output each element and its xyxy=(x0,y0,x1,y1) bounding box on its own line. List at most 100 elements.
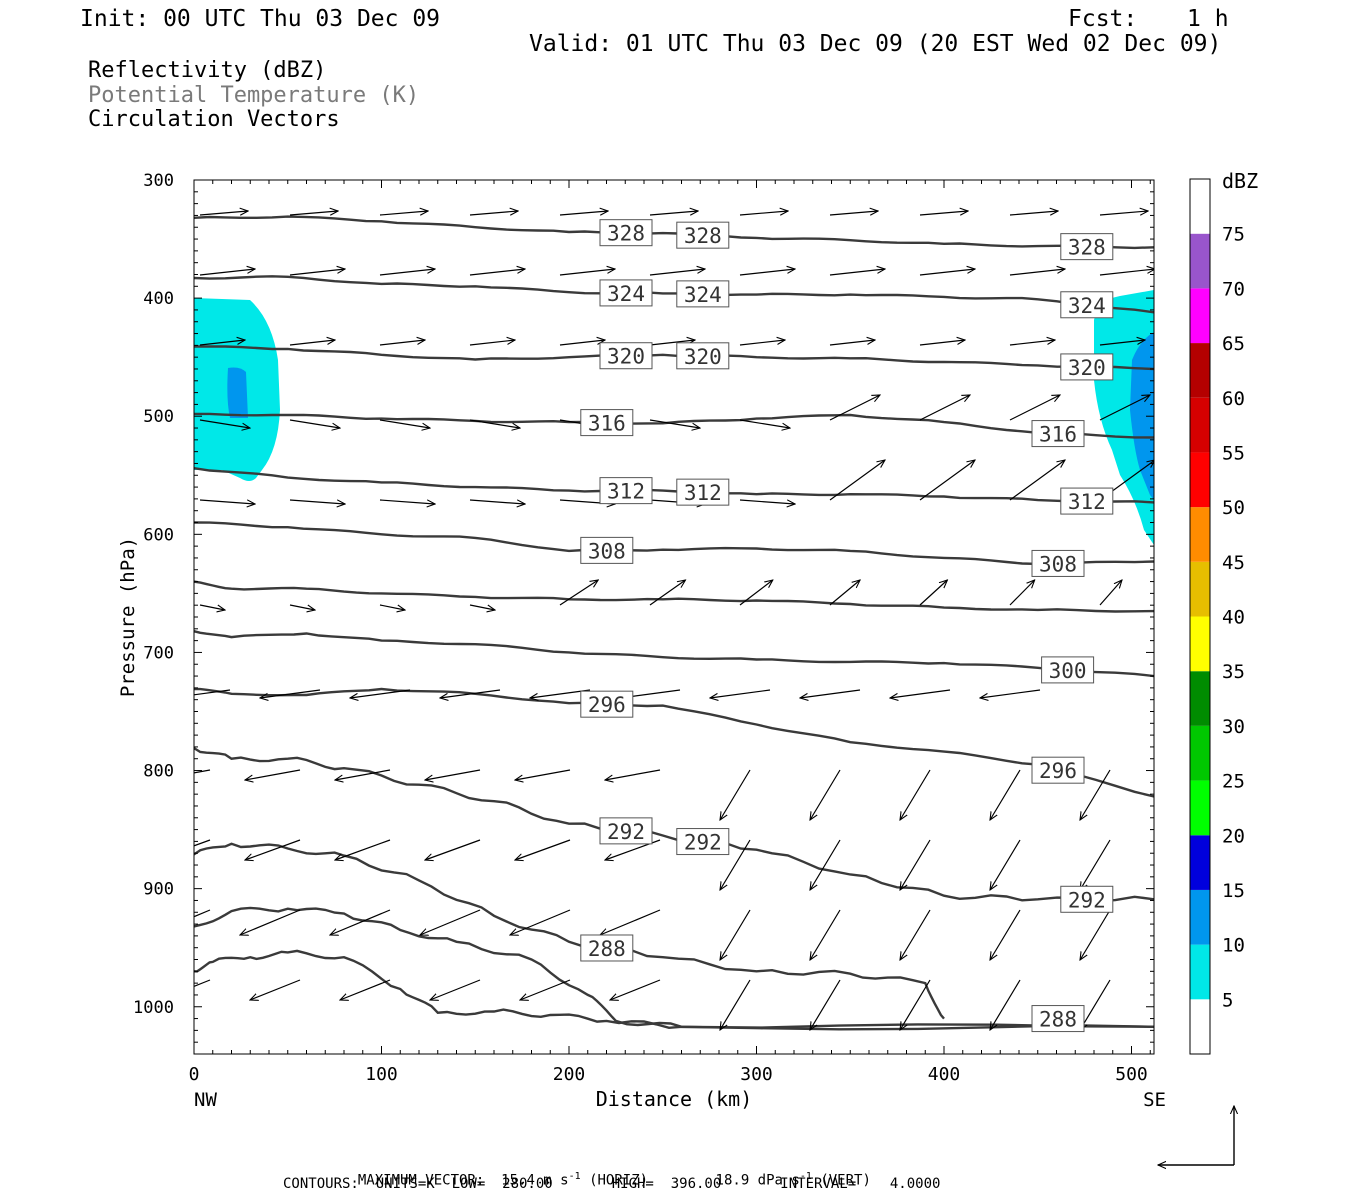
plot-frame xyxy=(193,179,1155,1055)
circulation-vector xyxy=(245,839,301,860)
circulation-vector xyxy=(810,979,841,1030)
y-tick-label: 800 xyxy=(143,762,174,782)
circulation-vector xyxy=(1009,340,1055,346)
contour-label-text: 292 xyxy=(684,831,722,855)
max-vector-horiz-exp: -1 xyxy=(568,1171,581,1182)
contour-label-text: 320 xyxy=(1068,356,1106,380)
circulation-vector xyxy=(720,769,751,820)
colorbar-segment xyxy=(1190,780,1210,836)
max-vector-horiz-tag: (HORIZ) xyxy=(589,1172,649,1189)
circulation-vector xyxy=(430,979,481,1000)
circulation-vector xyxy=(199,269,255,276)
y-tick-label: 300 xyxy=(143,171,174,191)
circulation-vector xyxy=(605,769,661,780)
circulation-vector xyxy=(919,269,975,276)
colorbar-segment xyxy=(1190,889,1210,945)
y-axis-title: Pressure (hPa) xyxy=(117,537,139,697)
contour-label-box xyxy=(599,342,653,370)
circulation-vector xyxy=(420,909,481,935)
legend-potential-temperature: Potential Temperature (K) xyxy=(88,83,420,108)
contour-label-328: 328 xyxy=(676,221,730,249)
contour-label-text: 312 xyxy=(684,481,722,505)
legend-reflectivity: Reflectivity (dBZ) xyxy=(88,58,327,83)
contour-label-box xyxy=(580,690,634,718)
theta-contour-292 xyxy=(194,747,1154,903)
circulation-vector xyxy=(425,769,481,780)
contour-label-328: 328 xyxy=(1060,233,1114,261)
colorbar-segment xyxy=(1190,233,1210,289)
contour-label-320: 320 xyxy=(599,342,653,370)
circulation-vector xyxy=(720,839,751,890)
contour-label-288: 288 xyxy=(1031,1005,1085,1033)
circulation-vector xyxy=(649,211,698,215)
y-tick-label: 600 xyxy=(143,525,174,545)
circulation-vector xyxy=(1080,769,1111,820)
y-tick-label: 900 xyxy=(143,880,174,900)
circulation-vector xyxy=(289,340,335,346)
contour-label-box xyxy=(1060,885,1114,913)
contour-info: CONTOURS: UNITS=K LOW= 280.00 HIGH= 396.… xyxy=(283,1176,941,1192)
circulation-vector xyxy=(510,909,571,935)
colorbar-segment xyxy=(1190,561,1210,617)
circulation-vector xyxy=(194,769,211,774)
circulation-vector xyxy=(289,604,315,610)
colorbar-level-label: 30 xyxy=(1222,716,1245,738)
circulation-vector xyxy=(379,340,425,346)
circulation-vector xyxy=(829,269,885,276)
contour-label-text: 292 xyxy=(607,820,645,844)
circulation-vector xyxy=(890,689,951,698)
contour-label-296: 296 xyxy=(1031,756,1085,784)
forecast-label: Fcst: xyxy=(1068,6,1138,32)
contour-label-box xyxy=(1041,656,1095,684)
colorbar-segment xyxy=(1190,397,1210,453)
circulation-vector xyxy=(559,211,608,215)
contour-label-box xyxy=(676,478,730,506)
contour-label-324: 324 xyxy=(599,279,653,307)
colorbar-level-label: 10 xyxy=(1222,935,1245,957)
contour-label-text: 308 xyxy=(1039,552,1077,576)
contour-label-312: 312 xyxy=(676,478,730,506)
contour-label-text: 324 xyxy=(1068,294,1106,318)
circulation-vector xyxy=(379,500,435,504)
contour-label-box xyxy=(676,828,730,856)
circulation-vector xyxy=(469,500,525,504)
contour-label-324: 324 xyxy=(676,280,730,308)
x-tick-label: 100 xyxy=(365,1064,398,1085)
legend-circulation-vectors: Circulation Vectors xyxy=(88,107,340,132)
theta-contour-296 xyxy=(194,687,1154,798)
circulation-vector xyxy=(900,839,931,890)
contour-label-292: 292 xyxy=(599,817,653,845)
x-tick-label: 0 xyxy=(189,1064,200,1085)
colorbar-level-label: 65 xyxy=(1222,333,1245,355)
max-vector-info: MAXIMUM VECTOR: 15.4 m s-1 (HORIZ) 18.9 … xyxy=(341,1158,871,1188)
circulation-vector xyxy=(919,580,947,606)
circulation-vector xyxy=(379,604,405,610)
colorbar-unit: dBZ xyxy=(1222,169,1258,193)
contour-label-text: 328 xyxy=(1068,236,1106,260)
circulation-vector xyxy=(739,419,790,428)
colorbar-segment xyxy=(1190,999,1210,1054)
circulation-vector xyxy=(469,604,495,610)
contour-label-box xyxy=(580,409,634,437)
circulation-vector xyxy=(199,604,225,610)
theta-contour-316 xyxy=(194,412,1154,439)
reflectivity-echo-left-10dbz xyxy=(227,367,248,418)
circulation-vector xyxy=(379,269,435,276)
circulation-vector xyxy=(900,769,931,820)
circulation-vector xyxy=(289,269,345,276)
theta-contour-304 xyxy=(194,580,1154,613)
circulation-vector xyxy=(720,909,751,960)
colorbar-level-label: 70 xyxy=(1222,278,1245,300)
colorbar-level-label: 15 xyxy=(1222,880,1245,902)
circulation-vector xyxy=(829,395,880,421)
reflectivity-echo-right-10dbz xyxy=(1130,332,1154,500)
colorbar-level-label: 45 xyxy=(1222,552,1245,574)
forecast-hours: 1 h xyxy=(1187,6,1229,32)
y-tick-label: 700 xyxy=(143,643,174,663)
circulation-vector xyxy=(559,269,615,276)
contour-label-box xyxy=(1060,291,1114,319)
contour-label-292: 292 xyxy=(676,828,730,856)
contour-label-text: 312 xyxy=(607,480,645,504)
circulation-vector xyxy=(739,500,795,504)
